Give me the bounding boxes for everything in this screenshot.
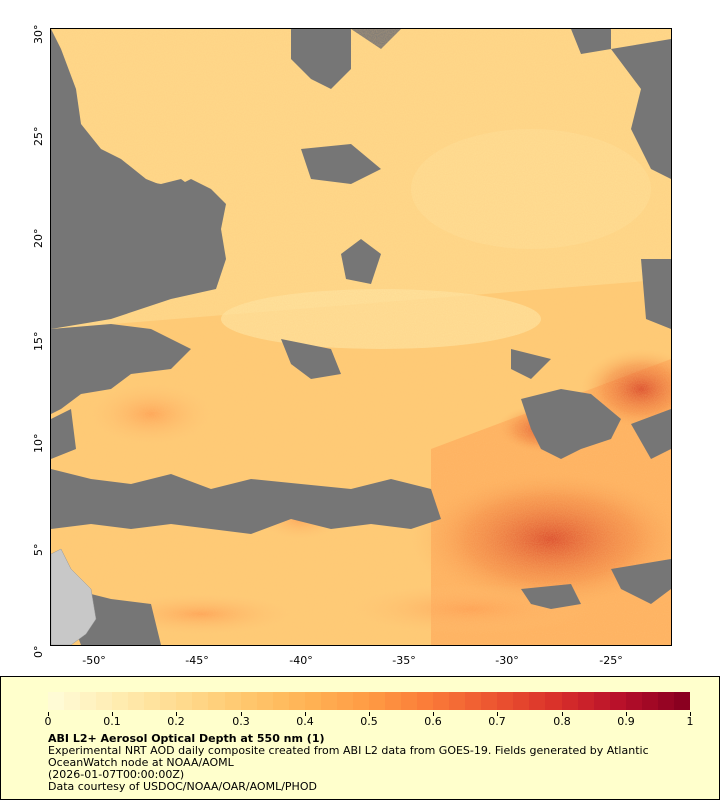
colorbar-swatch: [465, 692, 482, 710]
colorbar-swatch: [577, 692, 594, 710]
colorbar-swatch: [449, 692, 466, 710]
colorbar-tick-mark: [433, 712, 434, 716]
colorbar-swatch: [545, 692, 562, 710]
colorbar-swatch: [657, 692, 674, 710]
colorbar-tick-label: 0.2: [167, 715, 185, 728]
aod-map: [50, 28, 672, 646]
colorbar-tick-label: 1: [686, 715, 694, 728]
colorbar-tick-label: 0.3: [232, 715, 250, 728]
legend-title: ABI L2+ Aerosol Optical Depth at 550 nm …: [48, 732, 325, 745]
colorbar-swatch: [224, 692, 241, 710]
lat-tick-label: 25°: [32, 126, 45, 147]
colorbar-swatch: [256, 692, 273, 710]
aod-field: [51, 29, 671, 645]
lat-tick-label: 30°: [32, 24, 45, 45]
lat-tick-label: 15°: [32, 331, 45, 352]
lat-tick-label: 5°: [32, 543, 45, 557]
legend-text: ABI L2+ Aerosol Optical Depth at 550 nm …: [48, 733, 688, 793]
lon-tick-label: -40°: [289, 654, 313, 667]
colorbar-tick-mark: [562, 712, 563, 716]
colorbar-swatch: [513, 692, 530, 710]
legend-description: Experimental NRT AOD daily composite cre…: [48, 744, 649, 769]
colorbar-swatch: [384, 692, 402, 710]
legend-panel: 0 0.1 0.2 0.3 0.4 0.5 0.6 0.7 0.8 0.9 1 …: [0, 676, 720, 800]
lat-tick-label: 20°: [32, 228, 45, 249]
colorbar-swatch: [288, 692, 305, 710]
colorbar-tick-mark: [305, 712, 306, 716]
colorbar-swatch: [401, 692, 418, 710]
colorbar-swatch: [497, 692, 514, 710]
colorbar-tick-mark: [690, 712, 691, 716]
colorbar-tick-mark: [626, 712, 627, 716]
colorbar-swatch: [673, 692, 690, 710]
colorbar-swatch: [192, 692, 209, 710]
colorbar: [48, 692, 690, 710]
lat-tick-label: 0°: [32, 645, 45, 659]
colorbar-swatch: [64, 692, 81, 710]
colorbar-swatch: [609, 692, 626, 710]
legend-timestamp: (2026-01-07T00:00:00Z): [48, 768, 185, 781]
colorbar-tick-label: 0.6: [424, 715, 442, 728]
colorbar-swatch: [368, 692, 385, 710]
colorbar-swatch: [433, 692, 450, 710]
lon-tick-label: -35°: [392, 654, 416, 667]
colorbar-swatch: [417, 692, 434, 710]
colorbar-tick-label: 0.7: [488, 715, 506, 728]
lon-tick-label: -25°: [599, 654, 623, 667]
no-data-areas: [51, 29, 671, 645]
colorbar-swatch: [112, 692, 129, 710]
colorbar-swatch: [481, 692, 498, 710]
colorbar-swatch: [625, 692, 642, 710]
colorbar-tick-label: 0.5: [360, 715, 378, 728]
colorbar-tick-mark: [112, 712, 113, 716]
colorbar-swatch: [176, 692, 193, 710]
colorbar-swatch: [641, 692, 658, 710]
lat-tick-label: 10°: [32, 433, 45, 454]
colorbar-swatch: [240, 692, 257, 710]
colorbar-swatch: [529, 692, 546, 710]
colorbar-tick-mark: [369, 712, 370, 716]
colorbar-tick-mark: [48, 712, 49, 716]
colorbar-swatch: [128, 692, 145, 710]
colorbar-swatch: [160, 692, 177, 710]
colorbar-tick-label: 0.9: [617, 715, 635, 728]
colorbar-swatch: [320, 692, 337, 710]
lon-tick-label: -50°: [82, 654, 106, 667]
lon-tick-label: -45°: [185, 654, 209, 667]
colorbar-tick-label: 0.8: [553, 715, 571, 728]
land-area: [51, 548, 97, 645]
colorbar-swatch: [593, 692, 610, 710]
colorbar-swatch: [144, 692, 161, 710]
colorbar-swatch: [80, 692, 97, 710]
colorbar-swatch: [208, 692, 225, 710]
colorbar-swatch: [336, 692, 353, 710]
colorbar-tick-label: 0.4: [296, 715, 314, 728]
colorbar-swatch: [561, 692, 578, 710]
colorbar-swatch: [96, 692, 113, 710]
legend-credit: Data courtesy of USDOC/NOAA/OAR/AOML/PHO…: [48, 780, 317, 793]
colorbar-tick-label: 0: [44, 715, 52, 728]
colorbar-tick-mark: [497, 712, 498, 716]
colorbar-tick-mark: [176, 712, 177, 716]
colorbar-swatch: [304, 692, 321, 710]
colorbar-tick-mark: [241, 712, 242, 716]
colorbar-swatch: [272, 692, 289, 710]
colorbar-tick-label: 0.1: [103, 715, 121, 728]
lon-tick-label: -30°: [495, 654, 519, 667]
colorbar-swatch: [48, 692, 65, 710]
colorbar-swatch: [352, 692, 369, 710]
